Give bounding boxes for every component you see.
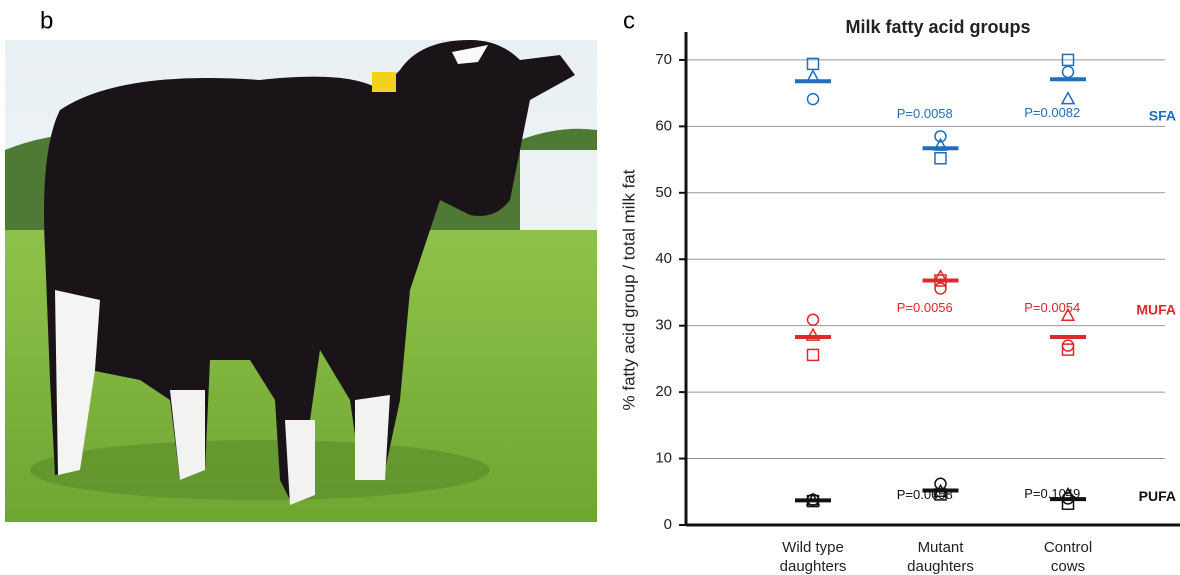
photo: [5, 40, 597, 522]
circle-point: [808, 314, 819, 325]
p-value: P=0.0054: [1024, 300, 1080, 315]
y-tick-label: 70: [655, 51, 672, 68]
square-point: [935, 153, 946, 164]
circle-point: [808, 94, 819, 105]
p-value: P=0.0056: [897, 300, 953, 315]
y-tick-label: 30: [655, 317, 672, 334]
y-tick-label: 40: [655, 250, 672, 267]
circle-point: [1063, 66, 1074, 77]
p-value: P=0.1049: [1024, 486, 1080, 501]
circle-point: [935, 283, 946, 294]
panel-label: c: [623, 7, 635, 34]
y-axis-label: % fatty acid group / total milk fat: [619, 169, 638, 410]
figure: b c Milk fatty acid groups % fatty acid …: [0, 0, 1180, 575]
series-label: SFA: [1149, 107, 1176, 123]
y-tick-label: 60: [655, 117, 672, 134]
y-tick-label: 0: [664, 516, 672, 533]
y-tick-label: 20: [655, 383, 672, 400]
y-tick-label: 50: [655, 184, 672, 201]
square-point: [808, 349, 819, 360]
series-label: PUFA: [1139, 488, 1176, 504]
p-value: P=0.0082: [1024, 105, 1080, 120]
triangle-point: [1062, 93, 1074, 104]
circle-point: [1063, 340, 1074, 351]
p-value: P=0.0658: [897, 487, 953, 502]
y-tick-label: 10: [655, 450, 672, 467]
chart-title: Milk fatty acid groups: [845, 17, 1030, 37]
panel-label: b: [40, 7, 53, 34]
p-value: P=0.0058: [897, 106, 953, 121]
series-label: MUFA: [1136, 301, 1176, 317]
